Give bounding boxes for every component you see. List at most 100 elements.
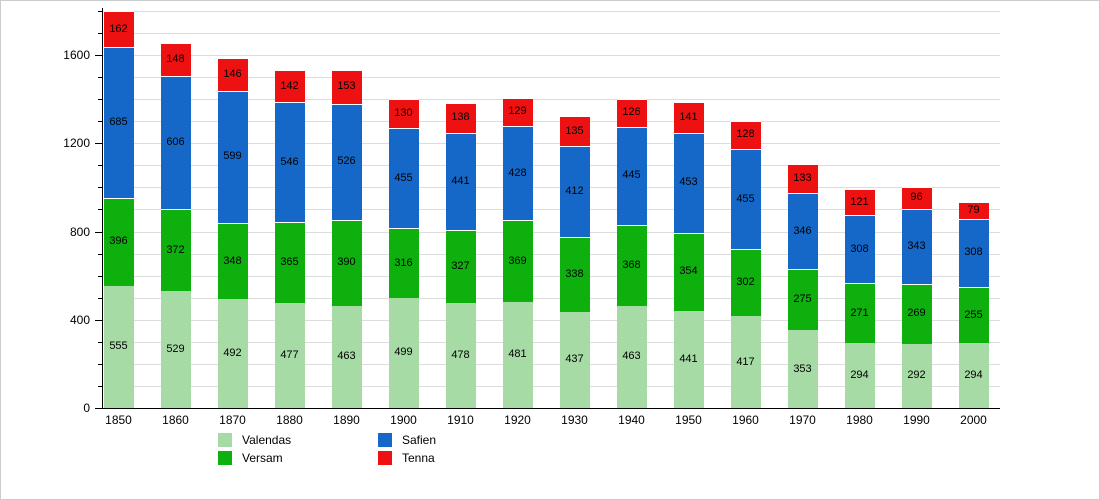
x-tick-label-1930: 1930: [561, 413, 588, 427]
bar-segment-valendas-1860: [160, 291, 191, 408]
bar-segment-safien-1940: [616, 126, 647, 225]
bar-segment-safien-1990: [901, 208, 932, 285]
bar-segment-tenna-2000: [958, 201, 989, 219]
bar-value-safien-1850: 685: [109, 116, 128, 129]
bar-value-valendas-1850: 555: [109, 340, 128, 353]
bar-segment-safien-1910: [445, 133, 476, 231]
bar-value-safien-1950: 453: [679, 176, 698, 189]
bar-value-valendas-1990: 292: [907, 369, 926, 382]
x-axis-line: [102, 408, 1000, 409]
y-tick-label: 400: [69, 312, 90, 327]
x-tick-label-1950: 1950: [675, 413, 702, 427]
bar-segment-versam-1890: [331, 219, 362, 306]
bar-segment-tenna-1930: [559, 116, 590, 147]
gridline-600: [102, 275, 1000, 277]
bar-value-versam-1960: 302: [736, 276, 755, 289]
gridline-300: [102, 341, 1000, 343]
y-tick-label: 800: [69, 224, 90, 239]
y-tick-700: [98, 253, 102, 255]
bar-value-tenna-1930: 135: [565, 124, 584, 137]
bar-segment-tenna-1920: [502, 97, 533, 127]
bar-segment-valendas-1940: [616, 305, 647, 408]
y-tick-1300: [98, 121, 102, 123]
legend-label-tenna: Tenna: [402, 451, 435, 465]
bar-segment-versam-1860: [160, 209, 191, 292]
bar-value-versam-2000: 255: [964, 308, 983, 321]
bar-value-safien-2000: 308: [964, 246, 983, 259]
x-tick-label-1970: 1970: [789, 413, 816, 427]
bar-segment-safien-2000: [958, 218, 989, 287]
y-tick-label: 0: [83, 401, 90, 415]
bar-value-tenna-1920: 129: [508, 105, 527, 118]
legend-swatch-tenna: [378, 451, 392, 465]
bar-value-safien-1870: 599: [223, 150, 242, 163]
y-axis-line: [102, 8, 103, 409]
legend-swatch-valendas: [218, 433, 232, 447]
legend-swatch-versam: [218, 451, 232, 465]
y-tick-400: [95, 319, 102, 321]
bar-value-valendas-1870: 492: [223, 347, 242, 360]
bar-value-safien-1980: 308: [850, 242, 869, 255]
y-tick-label: 1600: [63, 48, 90, 63]
legend-swatch-safien: [378, 433, 392, 447]
bar-segment-safien-1870: [217, 90, 248, 223]
bar-segment-versam-1920: [502, 220, 533, 302]
y-tick-900: [98, 209, 102, 211]
bar-segment-tenna-1970: [787, 163, 818, 194]
bar-value-safien-1990: 343: [907, 239, 926, 252]
bar-value-valendas-1940: 463: [622, 350, 641, 363]
bar-value-valendas-1950: 441: [679, 352, 698, 365]
bar-value-versam-1990: 269: [907, 307, 926, 320]
bar-value-versam-1930: 338: [565, 267, 584, 280]
y-tick-1500: [98, 77, 102, 79]
bar-segment-tenna-1950: [673, 101, 704, 133]
gridline-1700: [102, 32, 1000, 34]
bar-segment-versam-1880: [274, 222, 305, 303]
bar-segment-safien-1920: [502, 126, 533, 221]
bar-value-tenna-1960: 128: [736, 128, 755, 141]
gridline-400: [102, 319, 1000, 321]
bar-segment-tenna-1990: [901, 187, 932, 209]
y-tick-800: [95, 231, 102, 233]
bar-value-versam-1940: 368: [622, 258, 641, 271]
x-tick-label-1850: 1850: [105, 413, 132, 427]
bar-value-valendas-1890: 463: [337, 350, 356, 363]
bar-segment-tenna-1940: [616, 98, 647, 127]
bar-value-safien-1880: 546: [280, 155, 299, 168]
x-tick-label-1890: 1890: [333, 413, 360, 427]
x-tick-label-1960: 1960: [732, 413, 759, 427]
bar-value-safien-1970: 346: [793, 224, 812, 237]
bar-segment-valendas-1870: [217, 299, 248, 408]
gridline-900: [102, 209, 1000, 211]
x-tick-label-1860: 1860: [162, 413, 189, 427]
bar-value-valendas-1880: 477: [280, 348, 299, 361]
bar-segment-safien-1950: [673, 132, 704, 233]
bar-value-tenna-1900: 130: [394, 106, 413, 119]
bar-value-safien-1900: 455: [394, 171, 413, 184]
bar-segment-valendas-1900: [388, 297, 419, 408]
bar-value-tenna-1890: 153: [337, 80, 356, 93]
bar-segment-versam-1980: [844, 283, 875, 344]
bar-segment-valendas-1950: [673, 310, 704, 408]
bar-value-safien-1890: 526: [337, 155, 356, 168]
bar-segment-safien-1860: [160, 75, 191, 210]
bar-value-tenna-1940: 126: [622, 106, 641, 119]
x-tick-label-1920: 1920: [504, 413, 531, 427]
y-tick-label: 1200: [63, 136, 90, 151]
bar-value-valendas-1970: 353: [793, 362, 812, 375]
gridline-500: [102, 297, 1000, 299]
bar-value-tenna-1970: 133: [793, 171, 812, 184]
x-tick-label-1880: 1880: [276, 413, 303, 427]
bar-segment-safien-1900: [388, 127, 419, 229]
bar-segment-tenna-1980: [844, 188, 875, 216]
bar-value-versam-1910: 327: [451, 259, 470, 272]
bar-value-valendas-1910: 478: [451, 348, 470, 361]
bar-value-safien-1930: 412: [565, 185, 584, 198]
y-tick-1100: [98, 165, 102, 167]
gridline-1200: [102, 143, 1000, 145]
y-tick-0: [95, 408, 102, 409]
bar-value-tenna-1910: 138: [451, 111, 470, 124]
bar-value-versam-1980: 271: [850, 306, 869, 319]
bar-segment-valendas-1990: [901, 343, 932, 408]
x-tick-label-1990: 1990: [903, 413, 930, 427]
